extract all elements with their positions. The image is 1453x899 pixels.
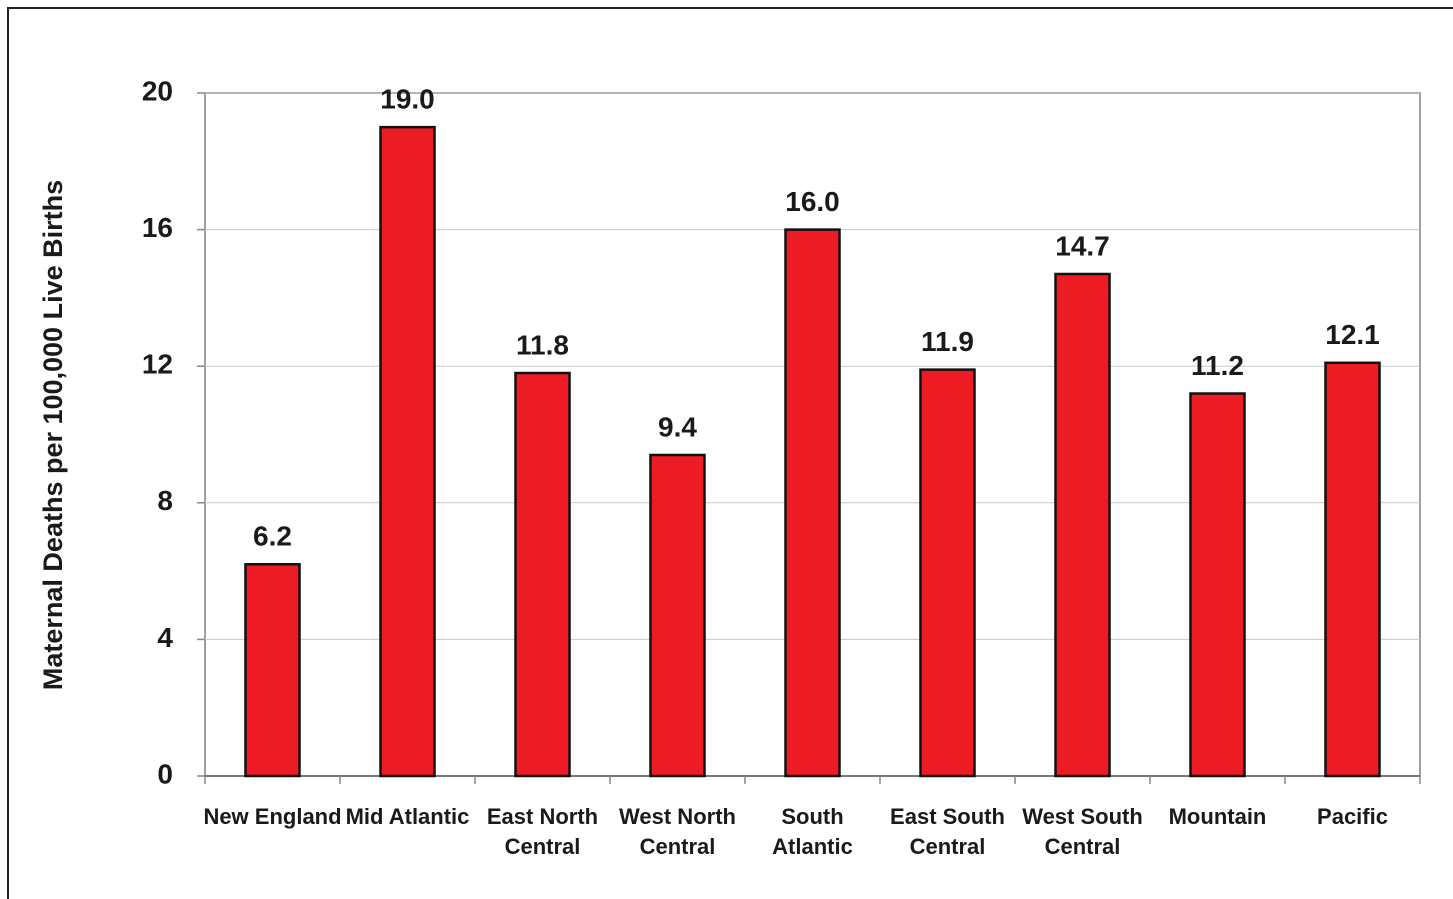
x-tick-label: Mountain (1169, 804, 1267, 829)
x-tick-line: Central (640, 834, 716, 859)
frame (7, 7, 1453, 899)
x-tick-line: Pacific (1317, 804, 1388, 829)
bar (244, 563, 301, 778)
x-tick-label: South Atlantic (772, 804, 853, 859)
x-tick-label: Mid Atlantic (346, 804, 470, 829)
x-tick-label: Pacific (1317, 804, 1388, 829)
y-tick-label: 4 (157, 622, 173, 653)
x-tick-line: Atlantic (772, 834, 853, 859)
bar (1054, 272, 1111, 778)
y-axis-label: Maternal Deaths per 100,000 Live Births (38, 180, 68, 690)
x-tick-line: Central (910, 834, 986, 859)
y-tick-label: 20 (142, 75, 173, 106)
value-label: 11.8 (516, 329, 569, 360)
x-tick-line: Mountain (1169, 804, 1267, 829)
x-tick-line: West North (619, 804, 736, 829)
value-label: 11.9 (921, 326, 974, 357)
x-tick-label: West South Central (1022, 804, 1143, 859)
x-tick-line: Mid Atlantic (346, 804, 470, 829)
x-tick-label: East South Central (890, 804, 1005, 859)
x-tick-label: East North Central (487, 804, 598, 859)
bar (649, 453, 706, 778)
y-tick-label: 0 (157, 758, 173, 789)
x-tick-line: Central (505, 834, 581, 859)
x-tick-line: South (781, 804, 843, 829)
value-label: 16.0 (785, 186, 840, 217)
x-tick-label: West North Central (619, 804, 736, 859)
bar (1189, 392, 1246, 778)
bar (379, 125, 436, 778)
y-tick-label: 12 (142, 349, 173, 380)
x-tick-line: New England (203, 804, 341, 829)
y-tick-label: 16 (142, 212, 173, 243)
x-tick-line: Central (1045, 834, 1121, 859)
bar (919, 368, 976, 778)
value-label: 14.7 (1055, 230, 1110, 261)
bar (514, 371, 571, 778)
bar (784, 228, 841, 778)
x-tick-line: East South (890, 804, 1005, 829)
value-label: 19.0 (380, 84, 435, 115)
x-tick-label: New England (203, 804, 341, 829)
x-tick-line: East North (487, 804, 598, 829)
y-tick-label: 8 (157, 485, 173, 516)
value-label: 6.2 (253, 521, 292, 552)
value-label: 11.2 (1191, 350, 1244, 381)
bar (1324, 361, 1381, 778)
x-tick-line: West South (1022, 804, 1143, 829)
value-label: 9.4 (658, 411, 697, 442)
value-label: 12.1 (1325, 319, 1380, 350)
